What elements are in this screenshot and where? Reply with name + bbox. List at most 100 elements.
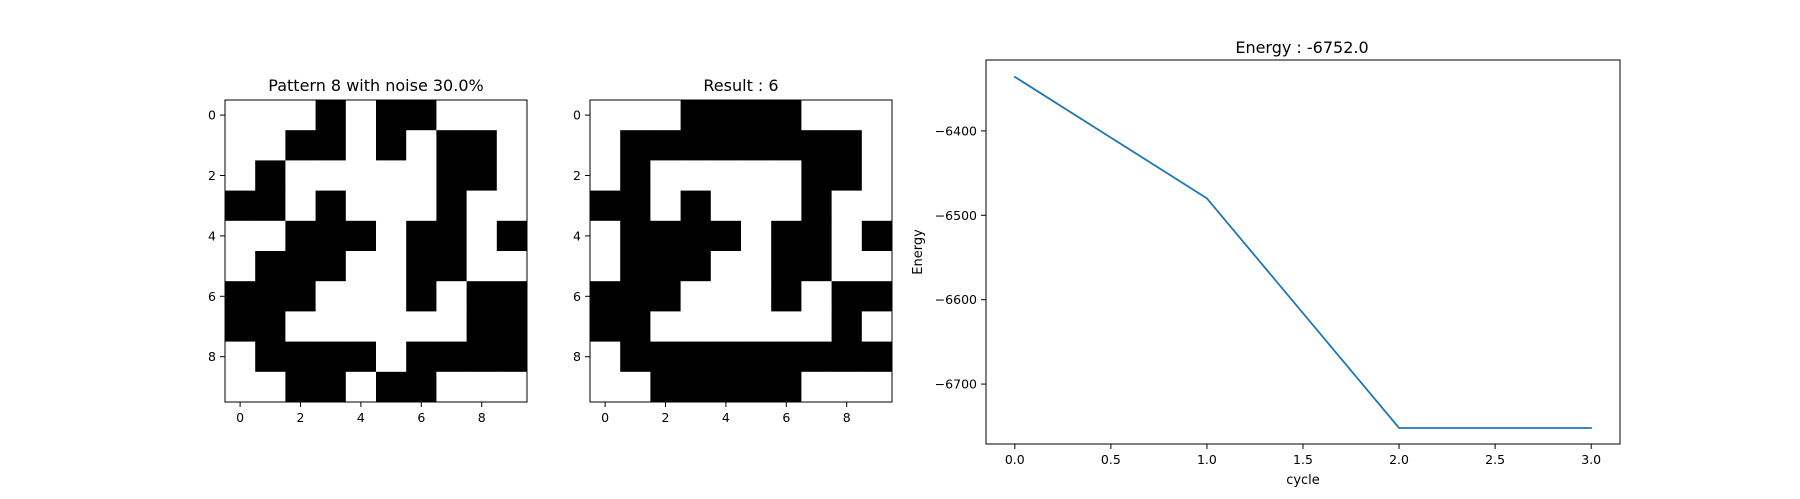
noisy-pattern-cell [466,100,498,131]
result-pattern-cell [771,220,802,252]
noisy-pattern-cell [345,281,377,312]
energy-point [1206,197,1208,200]
noisy-pattern-cell [376,190,407,222]
result-pattern-cell [710,220,742,252]
result-pattern-cell [590,160,621,192]
result-pattern-cell [680,341,712,373]
noisy-pattern-title: Pattern 8 with noise 30.0% [268,76,483,95]
noisy-pattern-cell [496,311,528,343]
noisy-pattern-cells [225,100,528,403]
result-pattern-cell [650,281,682,312]
noisy-pattern-cell [285,160,317,192]
result-pattern-cell [710,160,742,192]
result-pattern-cell [590,190,621,222]
noisy-pattern-y-tick-label: 6 [208,289,216,304]
result-pattern-cell [861,100,893,131]
result-pattern-cell [590,281,621,312]
energy-y-tick-label: −6400 [935,123,977,138]
result-pattern-y-tick-label: 0 [573,108,581,123]
noisy-pattern-cell [345,190,377,222]
noisy-pattern-cell [255,220,286,252]
result-pattern-cells [590,100,893,403]
noisy-pattern-cell [376,311,407,343]
result-pattern-cell [831,220,863,252]
noisy-pattern-cell [255,251,286,282]
noisy-pattern-cell [225,341,256,373]
result-pattern-cell [680,311,712,343]
noisy-pattern-cell [406,220,437,252]
result-pattern-cell [801,341,833,373]
result-pattern-cell [590,220,621,252]
result-pattern-cell [831,311,863,343]
result-pattern-cell [741,311,772,343]
energy-x-tick-label: 2.0 [1389,452,1409,467]
result-pattern-cell [650,100,682,131]
noisy-pattern-cell [466,160,498,192]
noisy-pattern-cell [225,281,256,312]
result-pattern-cell [590,251,621,282]
energy-x-tick-label: 0.5 [1101,452,1121,467]
result-pattern-cell [801,311,833,343]
result-pattern-cell [741,100,772,131]
noisy-pattern-cell [285,341,317,373]
result-pattern-cell [771,130,802,161]
noisy-pattern-cell [225,160,256,192]
noisy-pattern-y-tick-label: 8 [208,349,216,364]
noisy-pattern-cell [466,281,498,312]
result-pattern-cell [831,130,863,161]
result-pattern-cell [861,160,893,192]
noisy-pattern-cell [315,281,347,312]
result-pattern-y-tick-label: 4 [573,228,581,243]
result-pattern-x-tick-label: 2 [662,410,670,425]
result-pattern-cell [861,130,893,161]
result-pattern-cell [710,190,742,222]
noisy-pattern-cell [255,281,286,312]
result-pattern-cell [741,130,772,161]
noisy-pattern-cell [376,160,407,192]
noisy-pattern-cell [225,311,256,343]
result-pattern-cell [650,130,682,161]
result-pattern-cell [801,100,833,131]
result-pattern-y-tick-label: 6 [573,289,581,304]
result-pattern-x-tick-label: 4 [722,410,730,425]
noisy-pattern-cell [225,190,256,222]
noisy-pattern-cell [406,371,437,403]
noisy-pattern-cell [436,371,468,403]
result-pattern-cell [710,100,742,131]
noisy-pattern-cell [436,341,468,373]
result-pattern-cell [620,190,651,222]
noisy-pattern-cell [345,160,377,192]
energy-x-tick-label: 1.5 [1293,452,1313,467]
noisy-pattern-cell [315,100,347,131]
noisy-pattern-cell [466,311,498,343]
noisy-pattern-cell [436,190,468,222]
result-pattern-y-tick-label: 8 [573,349,581,364]
result-pattern-cell [710,311,742,343]
noisy-pattern-cell [466,251,498,282]
noisy-pattern-cell [285,190,317,222]
noisy-pattern-cell [345,311,377,343]
result-pattern-cell [680,251,712,282]
result-pattern-cell [801,281,833,312]
noisy-pattern-cell [225,251,256,282]
result-pattern-cell [590,100,621,131]
result-pattern-x-tick-label: 6 [782,410,790,425]
result-pattern-cell [650,311,682,343]
result-pattern-cell [861,220,893,252]
noisy-pattern-cell [406,130,437,161]
result-pattern-cell [680,100,712,131]
result-pattern-cell [620,100,651,131]
noisy-pattern-cell [436,311,468,343]
result-pattern-cell [771,281,802,312]
noisy-pattern-cell [376,251,407,282]
noisy-pattern-ticks: 0 2 4 6 8 0 2 4 6 8 [208,108,486,425]
noisy-pattern-cell [436,281,468,312]
noisy-pattern-frame [224,99,528,403]
energy-line [1014,76,1592,429]
noisy-pattern-cell [225,220,256,252]
result-pattern-cell [831,281,863,312]
result-pattern-cell [650,251,682,282]
result-pattern-cell [741,251,772,282]
noisy-pattern-cell [315,160,347,192]
